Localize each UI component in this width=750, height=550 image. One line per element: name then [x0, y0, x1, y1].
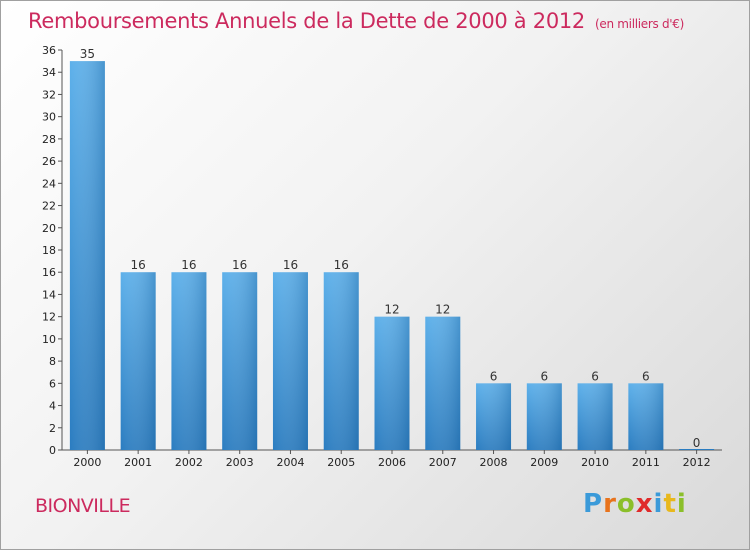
x-tick-label: 2006	[378, 456, 406, 469]
bar-shade	[69, 61, 105, 450]
x-tick-label: 2005	[327, 456, 355, 469]
logo-letter: i	[676, 489, 687, 519]
x-tick-label: 2011	[632, 456, 660, 469]
bar-shade	[272, 272, 308, 450]
x-tick-label: 2001	[124, 456, 152, 469]
y-tick-label: 10	[42, 333, 56, 346]
bar-shade	[526, 383, 562, 450]
logo-letter: o	[616, 489, 636, 519]
bar-shade	[628, 383, 664, 450]
logo-letter: r	[603, 489, 617, 519]
data-label: 6	[540, 369, 548, 383]
bar-shade	[222, 272, 258, 450]
logo-letter: t	[663, 489, 677, 519]
bar-shade	[171, 272, 207, 450]
data-label: 6	[591, 369, 599, 383]
logo-letter: P	[583, 489, 604, 519]
data-label: 16	[232, 258, 247, 272]
data-label: 12	[384, 303, 399, 317]
x-tick-label: 2010	[581, 456, 609, 469]
commune-name: BIONVILLE	[35, 495, 131, 517]
bar	[679, 449, 715, 450]
data-label: 16	[334, 258, 349, 272]
title-unit: (en milliers d'€)	[595, 17, 685, 31]
y-tick-label: 30	[42, 111, 56, 124]
x-tick-label: 2003	[226, 456, 254, 469]
data-label: 12	[435, 303, 450, 317]
data-label: 6	[490, 369, 498, 383]
bar-shade	[425, 316, 461, 450]
logo-letter: i	[653, 489, 664, 519]
x-tick-label: 2004	[276, 456, 304, 469]
bar-shade	[577, 383, 613, 450]
y-tick-label: 6	[49, 377, 56, 390]
y-tick-label: 18	[42, 244, 56, 257]
bar-shade	[374, 316, 410, 450]
x-tick-label: 2000	[73, 456, 101, 469]
y-tick-label: 20	[42, 222, 56, 235]
y-tick-label: 0	[49, 444, 56, 457]
chart-title: Remboursements Annuels de la Dette de 20…	[28, 9, 684, 33]
logo-letter: x	[635, 489, 654, 519]
y-tick-label: 4	[49, 400, 56, 413]
y-tick-label: 28	[42, 133, 56, 146]
y-tick-label: 2	[49, 422, 56, 435]
data-label: 6	[642, 369, 650, 383]
y-tick-label: 14	[42, 288, 56, 301]
data-label: 0	[693, 436, 701, 450]
y-tick-label: 22	[42, 200, 56, 213]
y-tick-label: 34	[42, 66, 56, 79]
bar-shade	[476, 383, 512, 450]
data-label: 16	[131, 258, 146, 272]
x-tick-label: 2008	[480, 456, 508, 469]
data-label: 16	[181, 258, 196, 272]
y-tick-label: 32	[42, 88, 56, 101]
y-tick-label: 12	[42, 311, 56, 324]
y-tick-label: 26	[42, 155, 56, 168]
bar-shade	[323, 272, 359, 450]
x-tick-label: 2002	[175, 456, 203, 469]
y-tick-label: 16	[42, 266, 56, 279]
y-tick-label: 24	[42, 177, 56, 190]
x-tick-label: 2012	[683, 456, 711, 469]
bar-shade	[120, 272, 156, 450]
y-tick-label: 36	[42, 44, 56, 57]
proxiti-logo: Proxiti	[583, 489, 687, 519]
x-tick-label: 2009	[530, 456, 558, 469]
title-text: Remboursements Annuels de la Dette de 20…	[28, 9, 585, 33]
bars: 35 16 16 16 16 16 12 12 6 6 6 6 0	[69, 47, 715, 450]
y-tick-label: 8	[49, 355, 56, 368]
data-label: 35	[80, 47, 95, 61]
data-label: 16	[283, 258, 298, 272]
x-tick-label: 2007	[429, 456, 457, 469]
